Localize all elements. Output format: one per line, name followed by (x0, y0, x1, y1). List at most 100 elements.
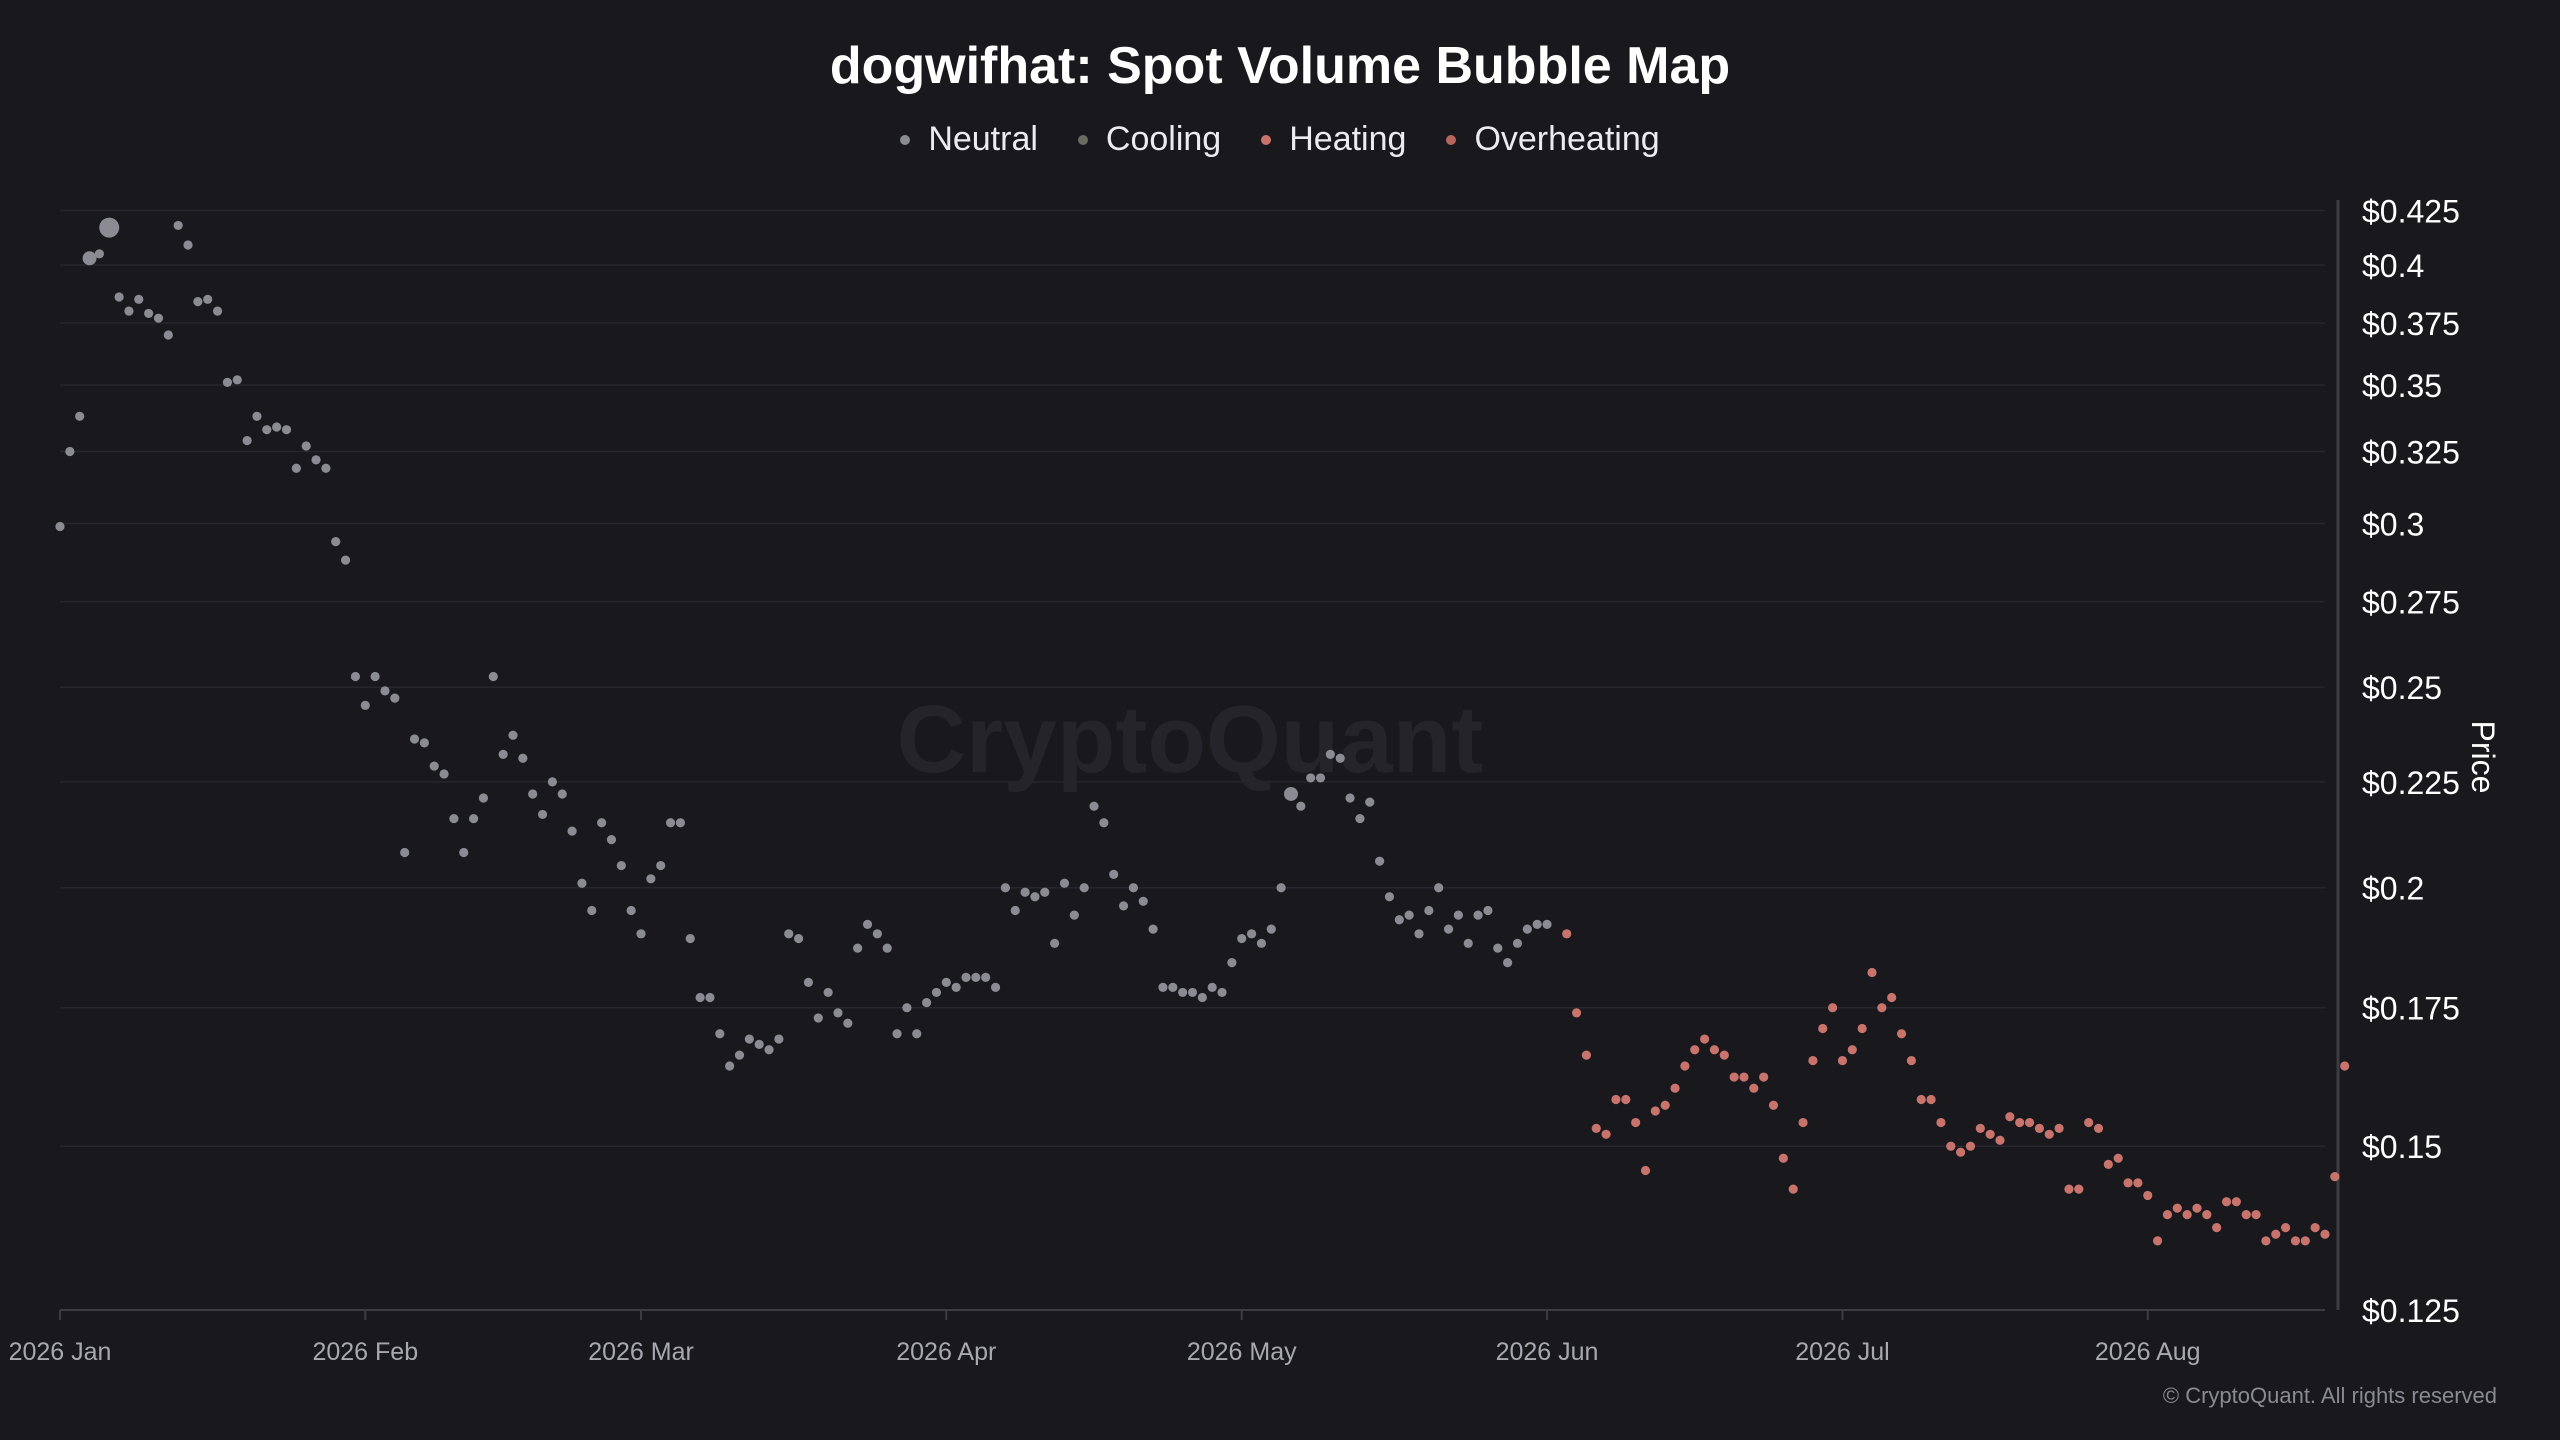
data-point-neutral[interactable] (961, 972, 971, 983)
data-point-neutral[interactable] (301, 441, 311, 451)
data-point-neutral[interactable] (705, 992, 715, 1003)
data-point-heating[interactable] (1660, 1100, 1670, 1110)
data-point-neutral[interactable] (1168, 982, 1178, 992)
data-point-neutral[interactable] (1128, 883, 1139, 893)
data-point-heating[interactable] (1611, 1094, 1621, 1105)
data-point-heating[interactable] (2034, 1123, 2045, 1134)
data-point-heating[interactable] (1601, 1129, 1611, 1139)
data-point-neutral[interactable] (1355, 813, 1365, 824)
data-point-neutral[interactable] (321, 463, 331, 473)
data-point-neutral[interactable] (1217, 987, 1227, 998)
data-point-neutral[interactable] (823, 987, 833, 998)
data-point-heating[interactable] (2212, 1223, 2222, 1233)
data-point-neutral[interactable] (1335, 753, 1345, 763)
data-point-neutral[interactable] (606, 835, 617, 845)
data-point-neutral[interactable] (183, 240, 193, 250)
data-point-heating[interactable] (2271, 1229, 2281, 1239)
data-point-neutral[interactable] (1040, 887, 1050, 897)
data-point-heating[interactable] (1808, 1055, 1818, 1066)
data-point-heating[interactable] (2152, 1236, 2163, 1246)
data-point-neutral[interactable] (1000, 883, 1010, 893)
data-point-neutral[interactable] (1493, 943, 1503, 953)
legend-item-heating[interactable]: Heating (1261, 120, 1406, 159)
data-point-neutral[interactable] (853, 943, 863, 953)
data-point-heating[interactable] (1581, 1050, 1592, 1060)
data-point-neutral[interactable] (626, 905, 636, 916)
data-point-neutral[interactable] (754, 1039, 764, 1049)
data-point-heating[interactable] (2074, 1184, 2084, 1194)
data-point-heating[interactable] (1768, 1100, 1779, 1110)
data-point-neutral[interactable] (232, 375, 242, 385)
data-point-neutral[interactable] (1178, 987, 1188, 998)
data-point-neutral[interactable] (882, 943, 892, 953)
data-point-heating[interactable] (2192, 1203, 2202, 1213)
data-point-neutral[interactable] (65, 446, 75, 457)
data-point-neutral[interactable] (951, 982, 961, 992)
data-point-heating[interactable] (2044, 1129, 2054, 1139)
data-point-heating[interactable] (1680, 1061, 1690, 1071)
data-point-neutral[interactable] (537, 809, 548, 820)
data-point-neutral[interactable] (813, 1013, 823, 1023)
data-point-neutral[interactable] (429, 761, 439, 771)
data-point-heating[interactable] (1877, 1003, 1887, 1013)
data-point-neutral[interactable] (331, 536, 341, 547)
data-point-neutral[interactable] (803, 977, 814, 987)
data-point-neutral[interactable] (656, 860, 666, 871)
data-point-neutral[interactable] (1424, 905, 1434, 916)
data-point-neutral[interactable] (1394, 915, 1404, 925)
data-point-neutral[interactable] (99, 217, 120, 238)
data-point-neutral[interactable] (222, 377, 233, 387)
data-point-neutral[interactable] (1542, 919, 1552, 930)
data-point-heating[interactable] (2093, 1123, 2104, 1134)
data-point-heating[interactable] (1867, 967, 1877, 978)
data-point-neutral[interactable] (744, 1034, 754, 1044)
data-point-neutral[interactable] (912, 1029, 922, 1039)
data-point-neutral[interactable] (685, 933, 695, 944)
data-point-heating[interactable] (2330, 1172, 2340, 1182)
data-point-heating[interactable] (2310, 1223, 2320, 1233)
data-point-neutral[interactable] (1473, 910, 1483, 920)
data-point-neutral[interactable] (193, 297, 203, 307)
data-point-neutral[interactable] (173, 220, 183, 231)
data-point-neutral[interactable] (262, 425, 272, 435)
data-point-neutral[interactable] (1069, 910, 1079, 920)
data-point-neutral[interactable] (1207, 982, 1217, 992)
data-point-neutral[interactable] (1365, 797, 1375, 807)
data-point-neutral[interactable] (1227, 958, 1237, 968)
legend-item-cooling[interactable]: Cooling (1077, 120, 1221, 159)
data-point-neutral[interactable] (311, 455, 321, 465)
data-point-neutral[interactable] (82, 251, 97, 266)
data-point-neutral[interactable] (1276, 883, 1286, 893)
data-point-neutral[interactable] (1138, 896, 1148, 906)
data-point-neutral[interactable] (1296, 801, 1306, 811)
data-point-neutral[interactable] (419, 738, 429, 748)
data-point-heating[interactable] (1985, 1129, 1995, 1139)
data-point-neutral[interactable] (1237, 933, 1247, 944)
data-point-neutral[interactable] (1375, 856, 1385, 866)
data-point-heating[interactable] (1857, 1023, 1867, 1034)
data-point-neutral[interactable] (1414, 929, 1424, 939)
data-point-neutral[interactable] (1434, 883, 1444, 893)
data-point-neutral[interactable] (1463, 938, 1473, 948)
data-point-neutral[interactable] (774, 1034, 784, 1044)
data-point-neutral[interactable] (508, 730, 518, 740)
data-point-neutral[interactable] (449, 813, 459, 824)
data-point-heating[interactable] (2241, 1210, 2251, 1220)
data-point-heating[interactable] (1709, 1045, 1720, 1055)
data-point-heating[interactable] (2005, 1112, 2015, 1122)
data-point-heating[interactable] (2182, 1210, 2192, 1220)
data-point-heating[interactable] (2113, 1153, 2123, 1163)
data-point-heating[interactable] (1719, 1050, 1729, 1060)
data-point-neutral[interactable] (1187, 987, 1198, 998)
data-point-neutral[interactable] (242, 435, 252, 446)
data-point-heating[interactable] (1847, 1045, 1857, 1055)
data-point-heating[interactable] (1749, 1083, 1759, 1093)
data-point-heating[interactable] (1818, 1023, 1828, 1034)
data-point-neutral[interactable] (1266, 924, 1276, 934)
data-point-neutral[interactable] (134, 294, 144, 304)
data-point-heating[interactable] (2300, 1236, 2310, 1246)
data-point-neutral[interactable] (587, 905, 597, 916)
data-point-neutral[interactable] (370, 671, 380, 682)
data-point-neutral[interactable] (94, 249, 104, 259)
data-point-neutral[interactable] (1283, 786, 1298, 801)
